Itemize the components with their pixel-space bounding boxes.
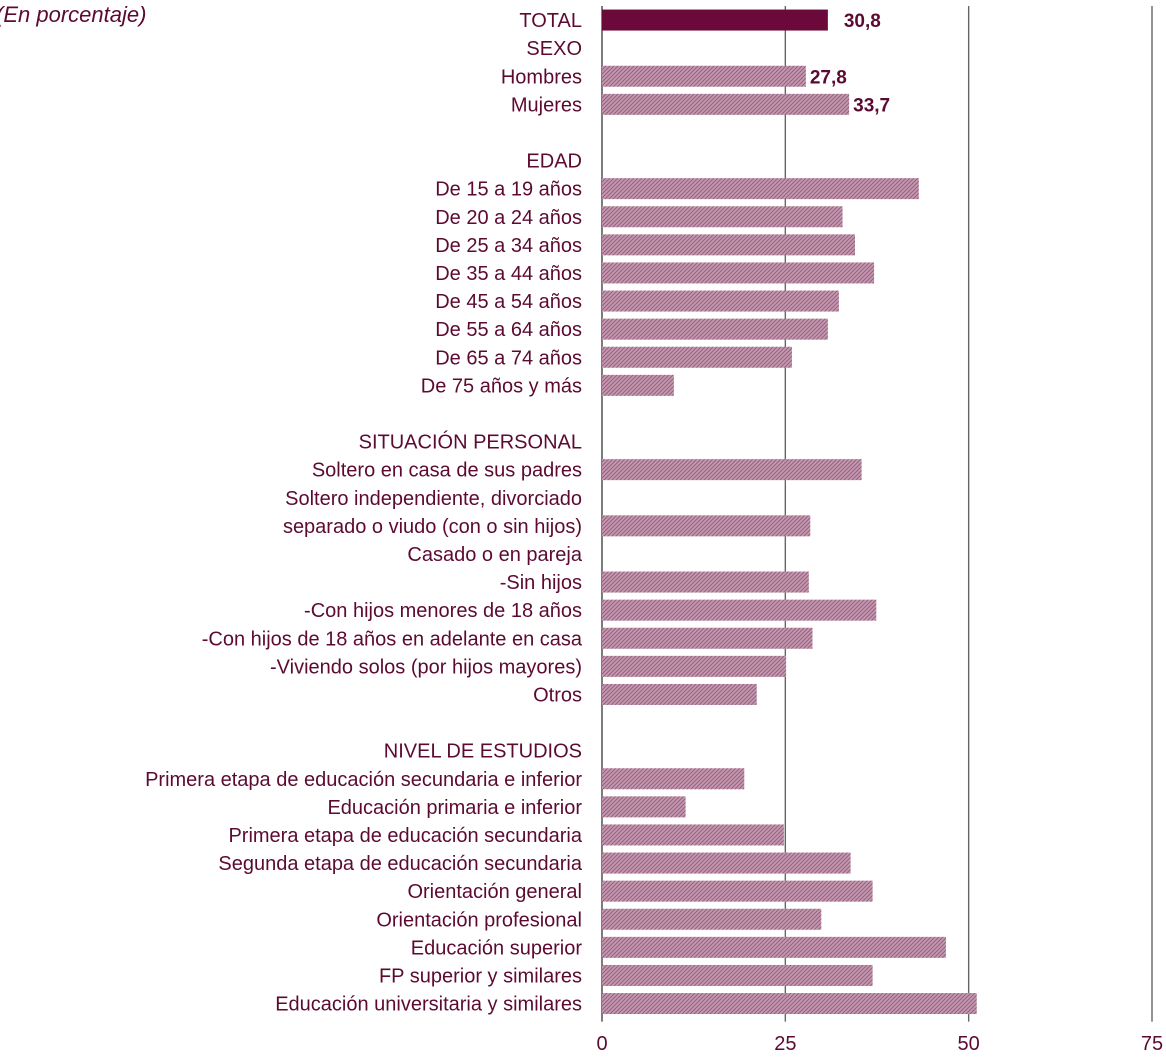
category-label: De 25 a 34 años — [435, 235, 582, 257]
x-tick-label: 75 — [1141, 1033, 1163, 1055]
category-label: -Con hijos menores de 18 años — [304, 600, 582, 622]
bar — [602, 683, 757, 705]
category-label: De 15 a 19 años — [435, 179, 582, 201]
category-label: -Sin hijos — [500, 572, 582, 594]
bar — [602, 93, 850, 115]
category-label: Orientación general — [407, 881, 582, 903]
bar — [602, 796, 686, 818]
bar — [602, 852, 851, 874]
bar — [602, 908, 822, 930]
x-tick-label: 50 — [958, 1033, 980, 1055]
category-label: Educación primaria e inferior — [327, 797, 582, 819]
bar — [602, 262, 875, 284]
bar — [602, 459, 862, 481]
bar — [602, 374, 674, 396]
bar — [602, 318, 828, 340]
category-label: separado o viudo (con o sin hijos) — [283, 516, 582, 538]
x-tick-label: 0 — [596, 1033, 607, 1055]
category-label: De 45 a 54 años — [435, 291, 582, 313]
bar — [602, 627, 813, 649]
x-tick-label: 25 — [774, 1033, 796, 1055]
bar — [602, 880, 873, 902]
bar — [602, 768, 745, 790]
category-label: NIVEL DE ESTUDIOS — [384, 741, 582, 763]
category-label: EDAD — [526, 151, 582, 173]
category-label: Orientación profesional — [376, 909, 582, 931]
data-label: 33,7 — [853, 95, 890, 116]
bar — [602, 571, 809, 593]
bar — [602, 964, 873, 986]
bar — [602, 599, 877, 621]
category-label: Educación superior — [411, 937, 583, 959]
bar — [602, 290, 839, 312]
category-label: Mujeres — [511, 94, 582, 116]
gridlines — [601, 6, 1153, 1022]
category-label: TOTAL — [519, 10, 582, 32]
category-label: -Viviendo solos (por hijos mayores) — [270, 656, 582, 678]
category-label: De 20 a 24 años — [435, 207, 582, 229]
bar — [602, 655, 787, 677]
category-labels: TOTAL 30,8 SEXO Hombres 27,8 Mujeres 33,7 EDAD D… — [145, 10, 890, 1016]
category-label: Soltero independiente, divorciado — [285, 488, 582, 510]
bars — [602, 9, 977, 1015]
category-label: Primera etapa de educación secundaria — [228, 825, 582, 847]
bar — [602, 178, 919, 200]
category-label: Primera etapa de educación secundaria e … — [145, 769, 582, 791]
category-label: -Con hijos de 18 años en adelante en cas… — [202, 628, 583, 650]
category-label: FP superior y similares — [379, 965, 582, 987]
x-axis-ticks: 0 25 50 75 — [596, 1033, 1163, 1055]
bar — [602, 234, 855, 256]
bar — [602, 65, 806, 87]
category-label: Otros — [533, 684, 582, 706]
bar — [602, 515, 811, 537]
bar — [602, 206, 843, 228]
data-label: 27,8 — [810, 67, 847, 88]
category-label: De 65 a 74 años — [435, 347, 582, 369]
bar-total — [602, 9, 828, 31]
category-label: De 75 años y más — [421, 375, 582, 397]
category-label: Educación universitaria y similares — [275, 994, 582, 1016]
category-label: Casado o en pareja — [407, 544, 582, 566]
category-label: Soltero en casa de sus padres — [312, 460, 582, 482]
category-label: De 55 a 64 años — [435, 319, 582, 341]
category-label: SITUACIÓN PERSONAL — [359, 431, 582, 454]
chart-subtitle: (En porcentaje) — [0, 2, 147, 27]
bar — [602, 993, 977, 1015]
bar — [602, 824, 784, 846]
bar — [602, 346, 792, 368]
data-label: 30,8 — [844, 11, 881, 32]
category-label: SEXO — [526, 38, 582, 60]
category-label: De 35 a 44 años — [435, 263, 582, 285]
category-label: Segunda etapa de educación secundaria — [218, 853, 583, 875]
bar — [602, 936, 946, 958]
category-label: Hombres — [501, 66, 582, 88]
